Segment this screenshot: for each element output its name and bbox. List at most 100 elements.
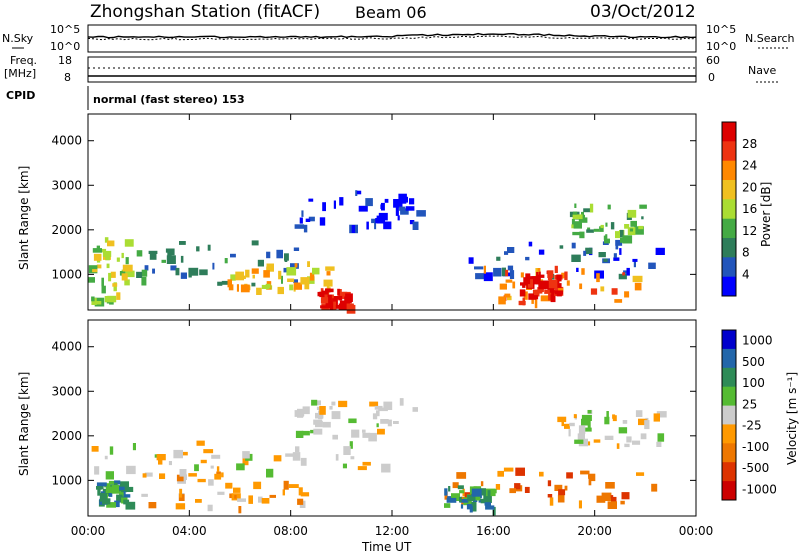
velocity-ylabel: Slant Range [km] xyxy=(17,372,31,476)
data-cell xyxy=(112,283,118,287)
data-cell xyxy=(327,302,333,309)
data-cell xyxy=(348,418,357,424)
data-cell xyxy=(179,488,183,498)
data-cell xyxy=(257,259,264,267)
data-cell xyxy=(532,289,543,294)
data-cell xyxy=(101,285,106,294)
data-cell xyxy=(472,498,478,502)
data-cell xyxy=(538,249,545,255)
data-cell xyxy=(207,504,213,512)
colorbar-tick-label: 28 xyxy=(742,137,757,151)
nave-tick-top: 60 xyxy=(706,54,720,67)
data-cell xyxy=(94,466,100,475)
data-cell xyxy=(380,419,389,424)
colorbar-swatch xyxy=(722,160,736,181)
data-cell xyxy=(362,429,366,433)
data-cell xyxy=(258,496,263,503)
data-cell xyxy=(641,216,644,220)
data-cell xyxy=(593,228,600,232)
data-cell xyxy=(606,411,609,419)
data-cell xyxy=(480,498,488,504)
data-cell xyxy=(108,272,112,282)
data-cell xyxy=(266,251,271,259)
y-tick-label: 1000 xyxy=(51,267,82,281)
data-cell xyxy=(537,268,541,272)
data-cell xyxy=(142,473,147,478)
data-cell xyxy=(368,432,377,442)
data-cell xyxy=(104,237,109,243)
velocity-axes: 1000 2000 3000 4000 xyxy=(51,340,696,487)
data-cell xyxy=(548,279,558,289)
data-cell xyxy=(634,226,644,235)
data-cell xyxy=(507,247,515,253)
data-cell xyxy=(572,214,583,220)
data-cell xyxy=(446,497,457,503)
data-cell xyxy=(294,263,298,268)
data-cell xyxy=(640,433,647,440)
data-cell xyxy=(626,436,632,443)
data-cell xyxy=(409,198,415,205)
data-cell xyxy=(342,463,347,469)
data-cell xyxy=(261,284,270,289)
data-cell xyxy=(629,228,633,232)
data-cell xyxy=(365,198,373,207)
data-cell xyxy=(550,294,553,300)
data-cell xyxy=(466,503,472,510)
data-cell xyxy=(310,429,316,434)
data-cell xyxy=(325,294,332,301)
nsearch-tick-bottom: 10^0 xyxy=(706,40,736,53)
data-cell xyxy=(261,498,270,504)
data-cell xyxy=(624,443,630,448)
data-cell xyxy=(311,399,318,406)
data-cell xyxy=(338,295,343,301)
data-cell xyxy=(109,446,114,455)
colorbar-swatch xyxy=(722,122,736,142)
data-cell xyxy=(452,482,459,489)
data-cell xyxy=(93,253,102,261)
data-cell xyxy=(576,267,579,272)
x-tick-label: 20:00 xyxy=(577,524,612,538)
data-cell xyxy=(648,262,656,269)
data-cell xyxy=(480,481,484,487)
data-cell xyxy=(308,198,314,202)
data-cell xyxy=(179,241,186,245)
data-cell xyxy=(626,267,630,276)
data-cell xyxy=(573,414,577,419)
data-cell xyxy=(141,269,148,277)
data-cell xyxy=(653,413,660,422)
nsearch-tick-top: 10^5 xyxy=(706,23,736,36)
data-cell xyxy=(325,266,335,271)
data-cell xyxy=(611,496,617,502)
data-cell xyxy=(412,407,418,412)
data-cell xyxy=(121,252,124,259)
station-title: Zhongshan Station (fitACF) xyxy=(90,2,320,22)
data-cell xyxy=(91,446,99,452)
data-cell xyxy=(333,200,336,209)
data-cell xyxy=(316,406,322,410)
data-cell xyxy=(96,486,102,490)
data-cell xyxy=(596,495,606,503)
data-cell xyxy=(300,492,310,497)
data-cell xyxy=(366,221,369,230)
x-tick-label: 08:00 xyxy=(273,524,308,538)
data-cell xyxy=(459,490,465,494)
colorbar-swatch xyxy=(722,424,736,444)
data-cell xyxy=(121,273,128,281)
data-cell xyxy=(236,463,245,471)
data-cell xyxy=(335,454,339,461)
data-cell xyxy=(615,231,620,239)
data-cell xyxy=(227,279,232,288)
data-cell xyxy=(312,267,320,275)
data-cell xyxy=(252,274,255,279)
data-cell xyxy=(123,491,126,499)
data-cell xyxy=(622,272,625,276)
data-cell xyxy=(374,222,377,230)
data-cell xyxy=(176,474,184,482)
beam-label: Beam 06 xyxy=(355,3,427,22)
data-cell xyxy=(102,498,111,505)
data-cell xyxy=(504,293,511,298)
data-cell xyxy=(237,498,246,502)
data-cell xyxy=(384,198,389,203)
data-cell xyxy=(314,400,321,406)
data-cell xyxy=(387,419,392,427)
